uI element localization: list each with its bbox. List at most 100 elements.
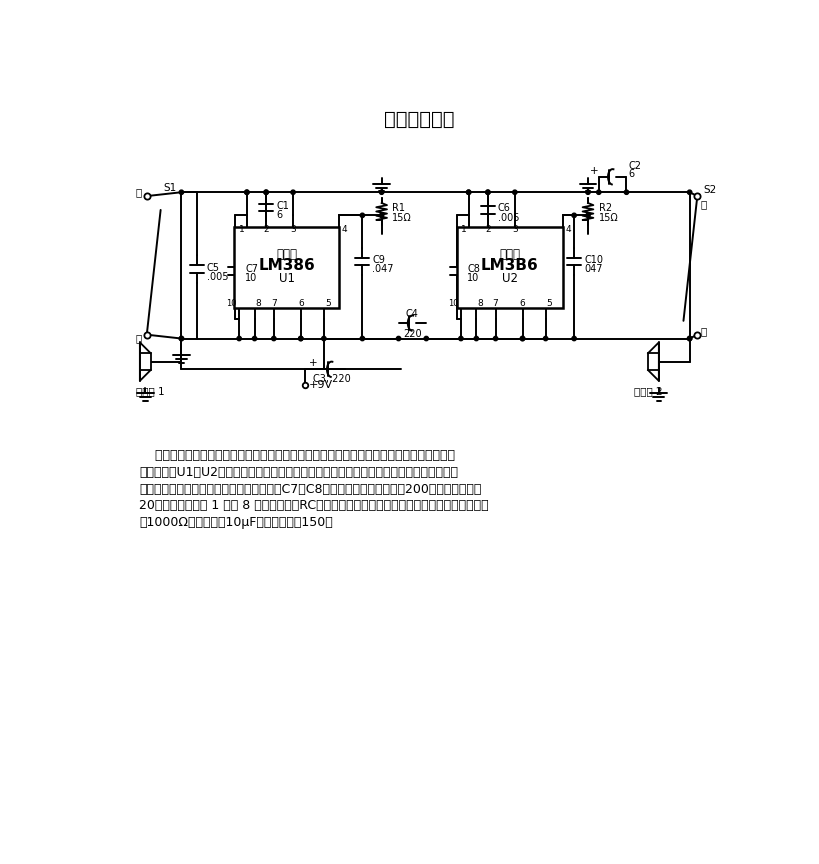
Circle shape [322, 336, 326, 340]
Text: U1: U1 [278, 271, 295, 284]
Bar [648, 353, 658, 370]
Text: 6: 6 [628, 168, 634, 179]
Text: 047: 047 [584, 264, 603, 274]
Text: 6: 6 [520, 299, 526, 308]
Text: 10: 10 [226, 299, 237, 308]
Text: 10: 10 [246, 274, 258, 283]
Circle shape [237, 336, 242, 340]
Text: 扬声器 2: 扬声器 2 [634, 387, 663, 397]
Circle shape [299, 336, 303, 340]
Text: U2: U2 [502, 271, 518, 284]
Text: +: + [309, 359, 318, 368]
Text: 听: 听 [700, 326, 707, 336]
Circle shape [272, 336, 276, 340]
Circle shape [687, 190, 692, 194]
Circle shape [245, 190, 249, 194]
Text: 2: 2 [485, 226, 491, 234]
Circle shape [486, 190, 490, 194]
Text: 时分装置。U1和U2为低压音频放大器，它们都是独立动作的个体，并带有各自的转换开关，: 时分装置。U1和U2为低压音频放大器，它们都是独立动作的个体，并带有各自的转换开… [139, 466, 458, 479]
Circle shape [486, 190, 490, 194]
Circle shape [291, 190, 295, 194]
Text: 6: 6 [298, 299, 304, 308]
Text: 说: 说 [136, 187, 143, 197]
Text: 1: 1 [461, 226, 467, 234]
Bar [140, 353, 151, 370]
Circle shape [379, 190, 384, 194]
Text: .005: .005 [498, 213, 519, 223]
Circle shape [687, 336, 692, 340]
Text: +9V: +9V [309, 380, 333, 390]
Text: 220: 220 [403, 329, 422, 339]
Circle shape [179, 190, 183, 194]
Circle shape [379, 213, 384, 218]
Circle shape [360, 336, 364, 340]
Text: 放大器: 放大器 [500, 248, 520, 261]
Text: C6: C6 [498, 203, 511, 213]
Text: .005: .005 [207, 272, 229, 282]
Text: C5: C5 [207, 263, 219, 273]
Circle shape [264, 190, 269, 194]
Text: 15Ω: 15Ω [599, 213, 618, 223]
Circle shape [624, 190, 629, 194]
Text: 该电路采用两个独立的放大器而非单一的放大器，每个通信站用一个，此外该电路还有一个: 该电路采用两个独立的放大器而非单一的放大器，每个通信站用一个，此外该电路还有一个 [139, 448, 455, 461]
Circle shape [264, 190, 269, 194]
Circle shape [493, 336, 498, 340]
Text: 6: 6 [276, 210, 283, 220]
Circle shape [572, 213, 577, 218]
Text: 3: 3 [290, 226, 296, 234]
Circle shape [544, 336, 548, 340]
Text: R1: R1 [392, 203, 405, 213]
Text: 7: 7 [493, 299, 499, 308]
Text: C2: C2 [628, 161, 641, 171]
Circle shape [520, 336, 525, 340]
Text: S1: S1 [164, 183, 177, 194]
Text: 说: 说 [700, 199, 707, 209]
Text: R2: R2 [599, 203, 612, 213]
Text: 4: 4 [342, 226, 347, 234]
Text: C8: C8 [467, 264, 480, 274]
Circle shape [586, 213, 590, 218]
Text: 以选择每个站的发送与接收。附加的电容器C7和C8，可使放大器的增益达到200，否则增益只有: 以选择每个站的发送与接收。附加的电容器C7和C8，可使放大器的增益达到200，否… [139, 482, 482, 496]
Text: LM386: LM386 [258, 258, 314, 273]
Text: 20左右。如果在脚 1 和脚 8 之间连接一个RC串联电路，则增益可为某一中间值。例如，取电阻值: 20左右。如果在脚 1 和脚 8 之间连接一个RC串联电路，则增益可为某一中间值… [139, 499, 489, 512]
Text: 4: 4 [565, 226, 571, 234]
Circle shape [572, 336, 577, 340]
Text: 放大器: 放大器 [276, 248, 297, 261]
Text: 7: 7 [271, 299, 277, 308]
Text: 5: 5 [546, 299, 552, 308]
Text: .047: .047 [373, 264, 394, 274]
Circle shape [245, 190, 249, 194]
Text: LM3B6: LM3B6 [481, 258, 539, 273]
Text: 15Ω: 15Ω [392, 213, 412, 223]
Circle shape [467, 190, 471, 194]
Text: 5: 5 [325, 299, 331, 308]
Circle shape [179, 336, 183, 340]
Text: C1: C1 [276, 201, 289, 211]
Circle shape [179, 336, 183, 340]
Text: 8: 8 [477, 299, 483, 308]
Text: C3, 220: C3, 220 [313, 373, 351, 384]
Circle shape [520, 336, 525, 340]
Text: C4: C4 [406, 309, 419, 319]
Text: 双向通信电路: 双向通信电路 [384, 111, 455, 130]
Bar [457, 227, 563, 308]
Circle shape [424, 336, 428, 340]
Text: C7: C7 [246, 264, 258, 274]
Circle shape [467, 190, 471, 194]
Bar [233, 227, 339, 308]
Text: S2: S2 [704, 185, 717, 195]
Circle shape [596, 190, 601, 194]
Text: 为1000Ω和电容值为10μF时，增益约为150。: 为1000Ω和电容值为10μF时，增益约为150。 [139, 517, 333, 530]
Text: 扬声器 1: 扬声器 1 [136, 387, 165, 397]
Text: 1: 1 [239, 226, 245, 234]
Circle shape [299, 336, 303, 340]
Circle shape [396, 336, 400, 340]
Text: C9: C9 [373, 255, 385, 265]
Text: 10: 10 [448, 299, 459, 308]
Circle shape [360, 213, 364, 218]
Circle shape [474, 336, 478, 340]
Text: C10: C10 [584, 255, 603, 265]
Circle shape [252, 336, 256, 340]
Text: 3: 3 [512, 226, 518, 234]
Circle shape [687, 336, 692, 340]
